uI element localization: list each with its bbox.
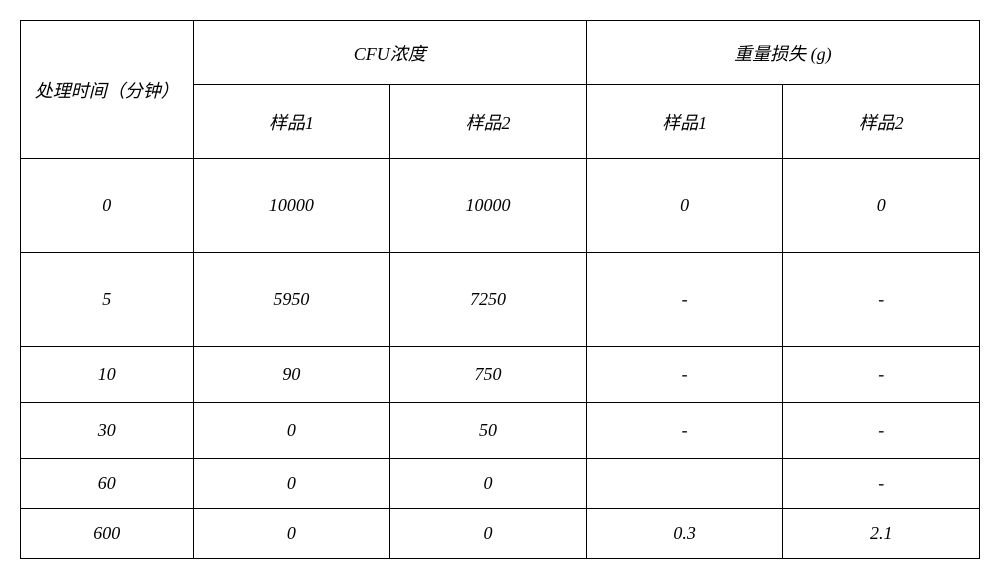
sub-header-sample2-cfu: 样品2 [390, 85, 587, 159]
cell: - [586, 347, 783, 403]
cell: - [783, 459, 980, 509]
cell: - [783, 253, 980, 347]
table-row: 6000- [21, 459, 980, 509]
cell: 600 [21, 509, 194, 559]
cell: 0 [193, 403, 390, 459]
cell: 5950 [193, 253, 390, 347]
cell: 60 [21, 459, 194, 509]
cell: 10000 [193, 159, 390, 253]
table-row: 1090750-- [21, 347, 980, 403]
cell: - [783, 403, 980, 459]
sub-header-sample2-wt: 样品2 [783, 85, 980, 159]
table-head: 处理时间（分钟） CFU浓度 重量损失 (g) 样品1 样品2 样品1 样品2 [21, 21, 980, 159]
cell: 0 [193, 459, 390, 509]
sub-header-sample1-cfu: 样品1 [193, 85, 390, 159]
cell: 0 [586, 159, 783, 253]
cell: 0.3 [586, 509, 783, 559]
sub-header-sample1-wt: 样品1 [586, 85, 783, 159]
col-group-cfu: CFU浓度 [193, 21, 586, 85]
cell: 0 [193, 509, 390, 559]
table-row: 600000.32.1 [21, 509, 980, 559]
cell: 10000 [390, 159, 587, 253]
table-container: 处理时间（分钟） CFU浓度 重量损失 (g) 样品1 样品2 样品1 样品2 … [20, 20, 980, 559]
cell [586, 459, 783, 509]
cell: 2.1 [783, 509, 980, 559]
cell: - [586, 403, 783, 459]
cell: - [586, 253, 783, 347]
cell: 30 [21, 403, 194, 459]
col-header-time: 处理时间（分钟） [21, 21, 194, 159]
cell: 10 [21, 347, 194, 403]
col-group-weight: 重量损失 (g) [586, 21, 979, 85]
cell: 0 [783, 159, 980, 253]
cell: 50 [390, 403, 587, 459]
table-row: 0100001000000 [21, 159, 980, 253]
cell: - [783, 347, 980, 403]
table-row: 559507250-- [21, 253, 980, 347]
header-row-1: 处理时间（分钟） CFU浓度 重量损失 (g) [21, 21, 980, 85]
cell: 0 [390, 509, 587, 559]
table-row: 30050-- [21, 403, 980, 459]
cell: 90 [193, 347, 390, 403]
table-body: 0100001000000559507250--1090750--30050--… [21, 159, 980, 559]
cell: 7250 [390, 253, 587, 347]
cell: 5 [21, 253, 194, 347]
data-table: 处理时间（分钟） CFU浓度 重量损失 (g) 样品1 样品2 样品1 样品2 … [20, 20, 980, 559]
cell: 750 [390, 347, 587, 403]
cell: 0 [21, 159, 194, 253]
cell: 0 [390, 459, 587, 509]
